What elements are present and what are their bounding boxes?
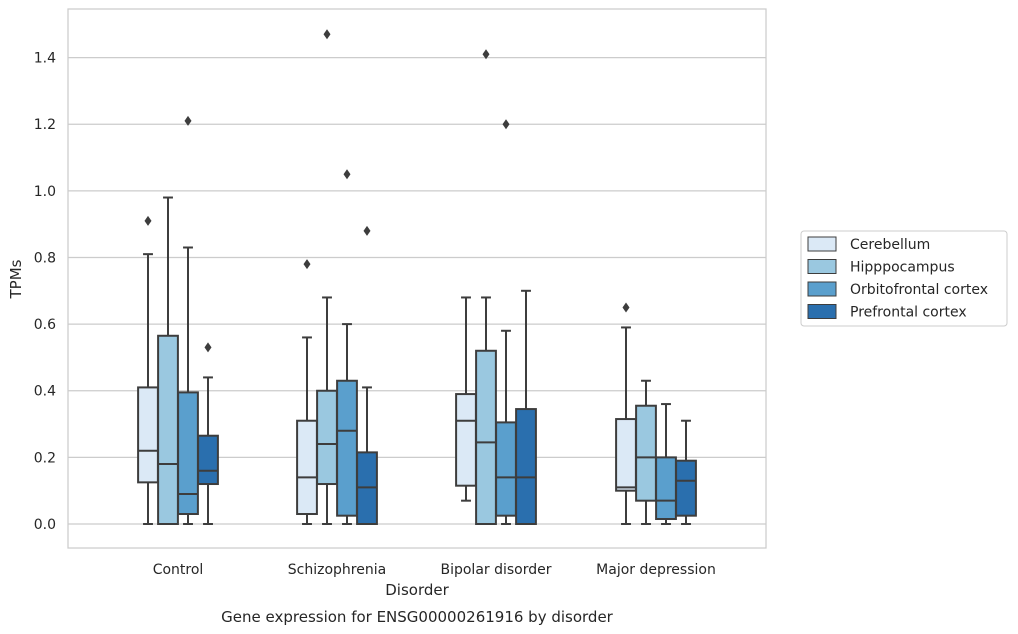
box-2-2 [495, 119, 517, 525]
y-tick-label: 1.2 [34, 117, 56, 133]
y-tick-label: 1.0 [34, 184, 56, 200]
outlier-point [184, 115, 192, 126]
x-axis-ticks: Control Schizophrenia Bipolar disorder Majo… [153, 562, 716, 578]
box-0-3 [615, 302, 637, 525]
outlier-point [622, 302, 630, 313]
box-body [177, 391, 199, 516]
y-tick-label: 0.4 [34, 384, 56, 400]
plot-area-frame [67, 8, 767, 549]
x-tick-label: Major depression [596, 562, 716, 578]
x-tick-label: Bipolar disorder [440, 562, 551, 578]
y-tick-label: 0.0 [34, 517, 56, 533]
box-body [296, 419, 318, 516]
box-body [137, 386, 159, 484]
outlier-point [343, 169, 351, 180]
legend-swatch [807, 259, 837, 274]
legend-swatch [807, 304, 837, 319]
y-tick-label: 0.2 [34, 450, 56, 466]
legend-label: Hipppocampus [850, 260, 955, 276]
legend-label: Orbitofrontal cortex [850, 282, 988, 298]
chart-caption: Gene expression for ENSG00000261916 by d… [221, 608, 614, 626]
box-body [655, 456, 677, 521]
legend-swatch [807, 236, 837, 252]
y-axis-ticks: 0.0 0.2 0.4 0.6 0.8 1.0 1.2 1.4 [34, 51, 56, 533]
x-tick-label: Control [153, 562, 204, 578]
box-3-1 [356, 225, 378, 526]
x-axis-label: Disorder [385, 581, 449, 599]
box-2-1 [336, 169, 358, 525]
box-1-3 [635, 379, 657, 525]
outlier-point [204, 342, 212, 353]
legend-label: Cerebellum [850, 237, 930, 253]
box-body [157, 334, 179, 525]
box-body [475, 349, 497, 525]
box-3-0 [197, 342, 219, 525]
legend: Cerebellum Hipppocampus Orbitofrontal cort… [800, 230, 1008, 327]
box-body [615, 418, 637, 492]
box-body [495, 421, 517, 517]
outlier-point [363, 225, 371, 236]
box-body [675, 459, 697, 517]
box-body [515, 408, 537, 525]
box-2-0 [177, 115, 199, 525]
box-body [635, 404, 657, 502]
box-body [316, 389, 338, 486]
legend-frame [800, 230, 1008, 327]
y-tick-label: 0.8 [34, 250, 56, 266]
box-3-3 [675, 419, 697, 525]
box-1-0 [157, 196, 179, 525]
box-body [455, 393, 477, 487]
box-0-1 [296, 259, 318, 525]
outlier-point [323, 29, 331, 40]
box-3-2 [515, 289, 537, 525]
box-groups [137, 29, 697, 526]
outlier-point [303, 259, 311, 270]
x-tick-label: Schizophrenia [288, 562, 386, 578]
outlier-point [482, 49, 490, 60]
box-1-1 [316, 29, 338, 525]
box-body [197, 434, 219, 486]
box-body [336, 379, 358, 517]
outlier-point [502, 119, 510, 130]
box-0-2 [455, 296, 477, 502]
y-tick-label: 0.6 [34, 317, 56, 333]
legend-swatch [807, 281, 837, 297]
outlier-point [144, 215, 152, 226]
box-2-3 [655, 403, 677, 525]
y-axis-label: TPMs [7, 259, 25, 299]
box-0-0 [137, 215, 159, 525]
box-1-2 [475, 49, 497, 525]
y-tick-label: 1.4 [34, 51, 56, 67]
legend-label: Prefrontal cortex [850, 305, 967, 321]
